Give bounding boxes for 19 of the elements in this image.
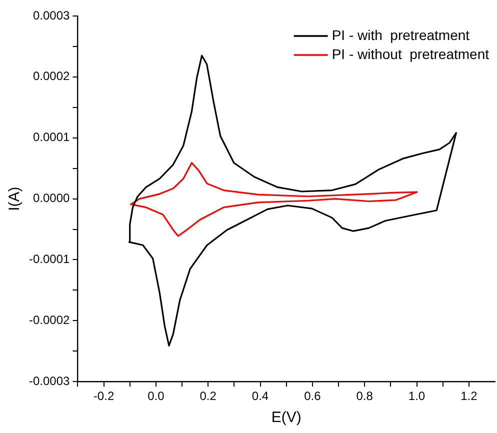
x-axis-title: E(V) [271, 409, 302, 426]
x-tick-label: 0.6 [304, 389, 322, 404]
y-tick-label: 0.0000 [32, 191, 70, 206]
y-tick-label: 0.0001 [32, 130, 70, 144]
x-tick-label: 0.4 [252, 389, 269, 404]
y-tick-label: 0.0002 [32, 69, 70, 84]
y-tick-label: -0.0002 [28, 312, 70, 327]
x-tick-label: 0.2 [200, 389, 217, 404]
x-tick-label: 1.0 [408, 389, 426, 404]
x-tick-label: 0.0 [148, 389, 165, 404]
y-tick-label: 0.0003 [32, 8, 70, 22]
x-tick-label: 1.2 [460, 389, 478, 404]
y-axis-title: I(A) [6, 186, 24, 211]
legend-label: PI - with pretreatment [332, 26, 470, 43]
x-tick-label: -0.2 [93, 389, 114, 404]
x-tick-label: 0.8 [356, 389, 374, 404]
legend-label: PI - without pretreatment [332, 46, 490, 62]
y-tick-label: -0.0001 [28, 252, 70, 266]
y-tick-label: -0.0003 [28, 374, 70, 388]
